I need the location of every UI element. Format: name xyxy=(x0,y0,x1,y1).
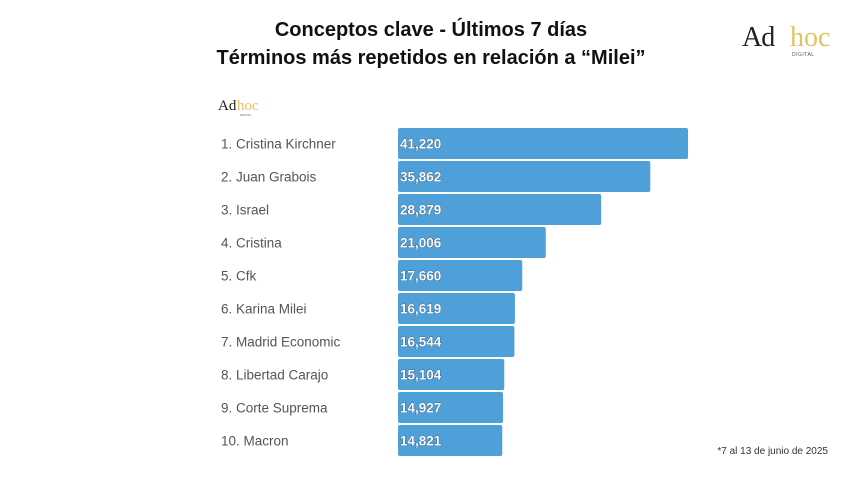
bar xyxy=(398,260,523,291)
bar-value-label: 21,006 xyxy=(400,236,442,251)
title-line-2: Términos más repetidos en relación a “Mi… xyxy=(216,47,646,69)
bar xyxy=(398,359,505,390)
adhoc-logo: Ad hoc DIGITAL xyxy=(742,22,852,62)
bar-value-label: 15,104 xyxy=(400,368,442,383)
category-label: 6. Karina Milei xyxy=(221,302,307,317)
bar-value-label: 35,862 xyxy=(400,170,441,185)
category-label: 1. Cristina Kirchner xyxy=(221,137,336,152)
category-label: 4. Cristina xyxy=(221,236,282,251)
bar-value-label: 41,220 xyxy=(400,137,441,152)
chart-title: Conceptos clave - Últimos 7 días Término… xyxy=(0,16,862,72)
adhoc-logo-small: Ad hoc DIGITAL xyxy=(218,98,278,118)
logo-small-ad-text: Ad xyxy=(218,98,237,114)
category-label: 8. Libertad Carajo xyxy=(221,368,328,383)
category-label: 2. Juan Grabois xyxy=(221,170,317,185)
bar-value-label: 17,660 xyxy=(400,269,441,284)
bar-value-label: 14,821 xyxy=(400,434,442,449)
logo-ad-text: Ad xyxy=(742,22,775,53)
bar-value-label: 16,619 xyxy=(400,302,441,317)
category-label: 3. Israel xyxy=(221,203,269,218)
bar xyxy=(398,326,515,357)
category-label: 7. Madrid Economic xyxy=(221,335,341,350)
bar xyxy=(398,392,504,423)
category-label: 5. Cfk xyxy=(221,269,257,284)
category-label: 10. Macron xyxy=(221,434,289,449)
bar-value-label: 28,879 xyxy=(400,203,441,218)
bar xyxy=(398,194,602,225)
bar xyxy=(398,161,651,192)
logo-digital-text: DIGITAL xyxy=(792,52,815,58)
title-line-1: Conceptos clave - Últimos 7 días xyxy=(274,19,588,41)
bar xyxy=(398,227,546,258)
bar xyxy=(398,128,688,159)
category-label: 9. Corte Suprema xyxy=(221,401,328,416)
date-footnote: *7 al 13 de junio de 2025 xyxy=(717,446,828,457)
logo-hoc-text: hoc xyxy=(790,22,831,53)
bar-value-label: 14,927 xyxy=(400,401,441,416)
logo-small-digital-text: DIGITAL xyxy=(240,113,252,117)
bar xyxy=(398,425,503,456)
bar-value-label: 16,544 xyxy=(400,335,442,350)
bar xyxy=(398,293,515,324)
logo-small-hoc-text: hoc xyxy=(237,98,259,114)
